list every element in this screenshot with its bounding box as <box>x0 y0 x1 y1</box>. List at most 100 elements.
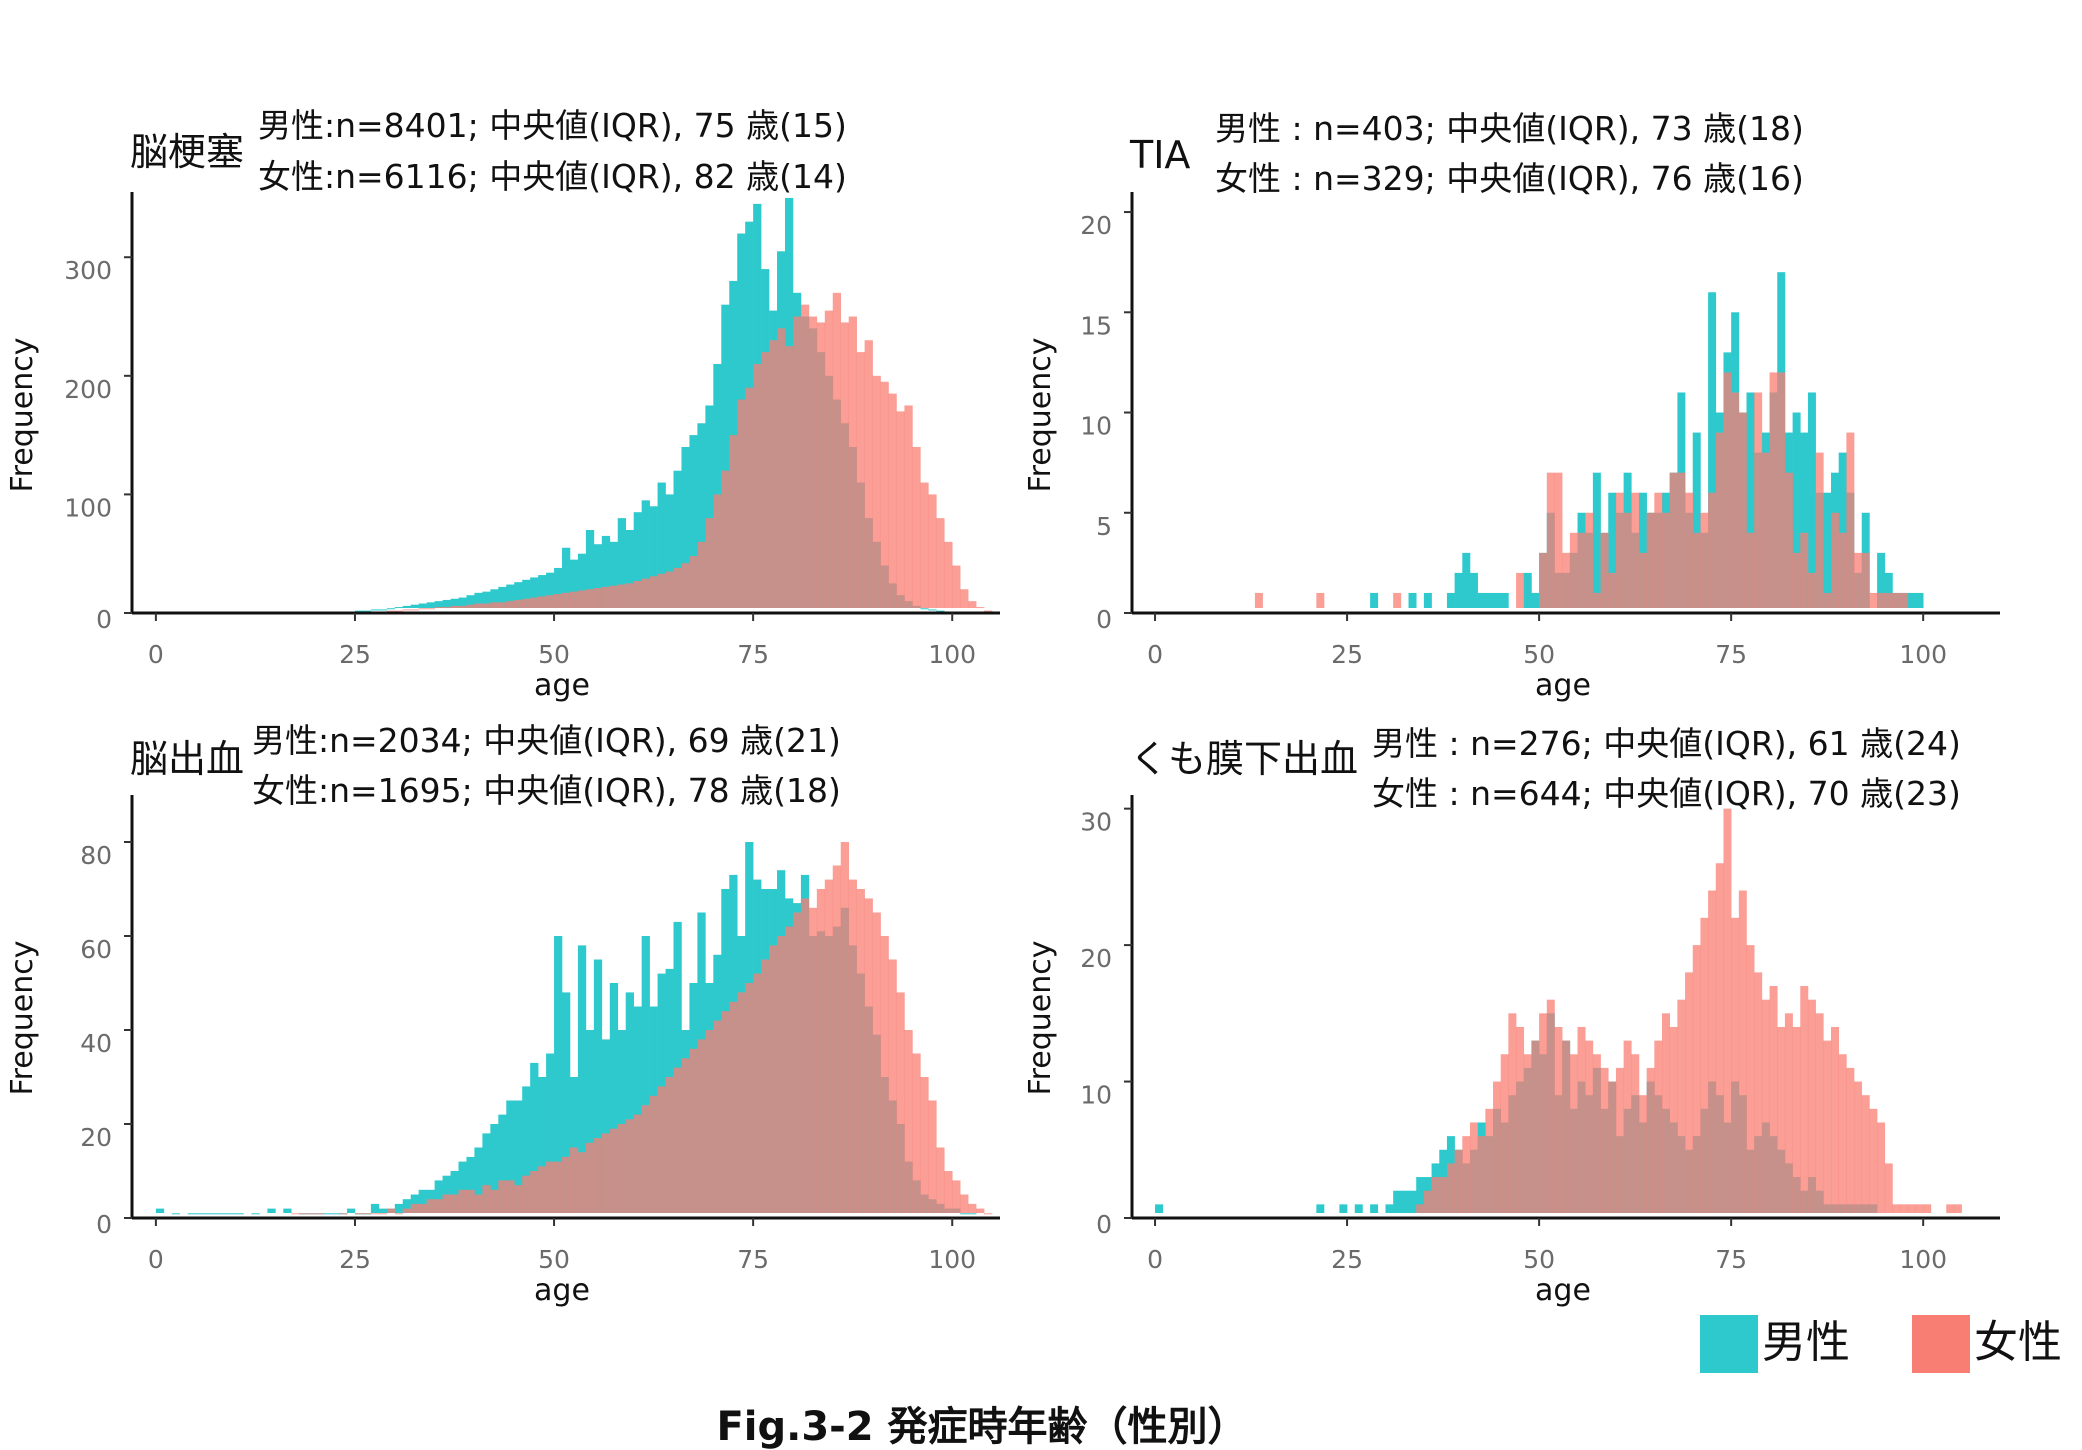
bar-female-52 <box>569 1147 579 1213</box>
bar-male-64 <box>665 494 674 608</box>
bar-female-97 <box>1900 592 1909 608</box>
bar-male-96 <box>920 608 929 610</box>
bar-male-24 <box>1339 1204 1348 1213</box>
legend-swatch-male <box>1700 1315 1758 1373</box>
bar-female-76 <box>1738 412 1747 608</box>
bar-female-96 <box>920 1077 929 1213</box>
bar-male-39 <box>466 595 475 608</box>
bar-male-28 <box>378 1208 388 1213</box>
bar-female-70 <box>1692 945 1701 1213</box>
bar-female-50 <box>1539 1013 1548 1213</box>
bar-female-59 <box>625 1119 634 1213</box>
bar-male-26 <box>362 610 372 612</box>
legend-label-female: 女性 <box>1974 1317 2062 1368</box>
bar-female-65 <box>673 1067 682 1213</box>
bar-female-92 <box>888 393 897 608</box>
bar-female-103 <box>1946 1204 1955 1213</box>
bar-male-44 <box>506 584 515 608</box>
bar-female-54 <box>585 589 595 608</box>
plot-area: 0 25 50 75 100 0 100 200 300 <box>64 192 1000 669</box>
bar-female-63 <box>657 573 666 608</box>
bar-female-60 <box>633 1114 642 1213</box>
bar-female-88 <box>1831 512 1839 608</box>
bar-female-102 <box>968 601 977 608</box>
bar-female-41 <box>482 1185 491 1213</box>
y-tick-label: 100 <box>64 493 112 522</box>
bar-female-31 <box>402 609 412 611</box>
bar-male-34 <box>1416 1177 1425 1213</box>
x-tick-label: 75 <box>737 1245 769 1274</box>
bar-male-85 <box>1807 392 1816 608</box>
bar-female-79 <box>1761 999 1770 1213</box>
bar-female-43 <box>498 1180 507 1213</box>
y-tick-label: 40 <box>80 1029 112 1058</box>
bar-male-42 <box>490 589 499 608</box>
bar-male-27 <box>370 1203 380 1213</box>
bar-female-80 <box>1769 986 1778 1213</box>
bar-male-94 <box>1877 552 1886 608</box>
bar-female-58 <box>617 584 627 608</box>
bar-female-41 <box>1469 1122 1478 1213</box>
bar-female-73 <box>737 399 746 608</box>
bar-male-61 <box>641 936 650 1213</box>
bar-female-56 <box>1585 1040 1594 1213</box>
bar-male-40 <box>474 1147 483 1213</box>
bar-female-59 <box>1608 1081 1617 1213</box>
x-tick-label: 100 <box>1899 640 1947 669</box>
bar-female-78 <box>1754 392 1763 608</box>
bar-male-48 <box>1523 572 1532 608</box>
legend-swatch-female <box>1912 1315 1970 1373</box>
bar-female-101 <box>960 589 969 608</box>
bar-female-62 <box>1631 492 1640 608</box>
bar-male-62 <box>649 506 658 608</box>
bar-male-46 <box>522 1086 531 1213</box>
bar-female-64 <box>665 1077 674 1213</box>
bar-male-63 <box>1638 492 1647 608</box>
bar-female-93 <box>896 992 905 1213</box>
y-tick-label: 200 <box>64 375 112 404</box>
bar-male-32 <box>1400 1190 1409 1213</box>
x-tick-label: 0 <box>1147 640 1163 669</box>
bar-male-14 <box>267 1208 276 1213</box>
bar-male-68 <box>697 423 706 608</box>
x-tick-label: 50 <box>538 640 570 669</box>
bar-male-51 <box>562 547 571 608</box>
bar-male-58 <box>617 1030 627 1213</box>
bar-male-34 <box>426 602 435 608</box>
bar-male-37 <box>450 1171 459 1213</box>
bar-female-96 <box>1892 1204 1901 1213</box>
bar-male-98 <box>936 610 945 612</box>
bar-male-50 <box>554 936 563 1213</box>
x-tick-label: 25 <box>339 1245 371 1274</box>
bar-female-95 <box>1884 1163 1893 1213</box>
y-tick-label: 20 <box>1080 211 1112 240</box>
x-tick-label: 75 <box>1715 1245 1747 1274</box>
bar-female-84 <box>824 310 834 608</box>
bar-female-67 <box>689 1048 698 1213</box>
bar-male-77 <box>1746 392 1755 608</box>
bar-female-92 <box>1861 552 1870 608</box>
bar-female-90 <box>1846 432 1855 608</box>
bar-male-59 <box>1608 492 1617 608</box>
bar-male-50 <box>554 567 563 608</box>
legend-label-male: 男性 <box>1762 1317 1850 1368</box>
bar-female-56 <box>1585 512 1594 608</box>
bar-male-42 <box>490 1124 499 1213</box>
bar-female-55 <box>593 1138 603 1213</box>
bar-female-70 <box>1692 532 1701 608</box>
bar-female-68 <box>697 1039 706 1213</box>
x-tick-label: 25 <box>1331 640 1363 669</box>
stat-female: 女性:n=1695; 中央値(IQR), 78 歳(18) <box>252 771 841 810</box>
bar-female-98 <box>936 1147 945 1213</box>
bar-female-29 <box>386 610 396 612</box>
y-tick-label: 0 <box>1096 605 1112 634</box>
bar-female-94 <box>1877 1122 1886 1213</box>
bar-male-32 <box>410 604 419 608</box>
bar-female-96 <box>920 482 929 608</box>
bar-male-52 <box>569 1077 579 1213</box>
y-axis-label: Frequency <box>1023 338 1058 493</box>
bar-female-87 <box>1823 1040 1832 1213</box>
bar-female-77 <box>1746 945 1755 1213</box>
bar-male-44 <box>506 1100 515 1213</box>
bar-female-47 <box>1516 1026 1525 1213</box>
